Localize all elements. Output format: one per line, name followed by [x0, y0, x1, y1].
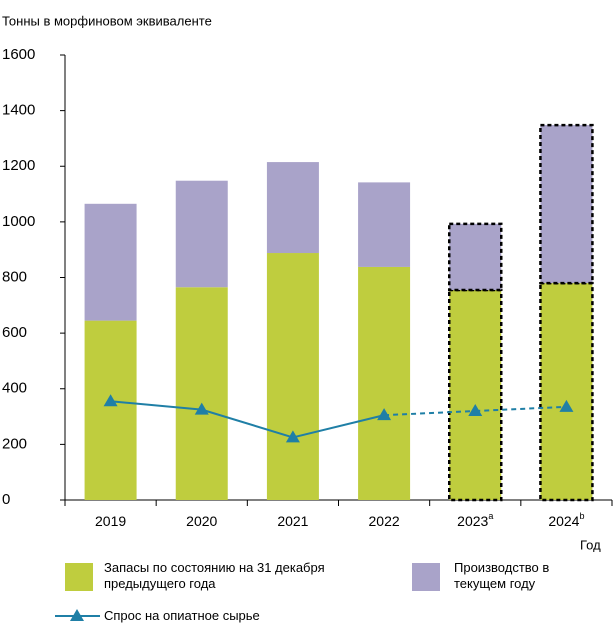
y-tick-label: 200 [2, 435, 27, 452]
line-marker [468, 404, 483, 416]
bar-segment [539, 281, 594, 502]
bar-segment [266, 162, 319, 254]
category-note: a [488, 511, 493, 521]
bar-segment [175, 180, 228, 288]
bar-segment [266, 253, 319, 500]
y-tick-label: 1400 [2, 102, 35, 119]
legend-swatch [412, 563, 440, 591]
line-marker [377, 408, 392, 421]
y-tick-label: 600 [2, 324, 27, 341]
y-tick-label: 800 [2, 268, 27, 285]
category: 2024 [548, 513, 579, 529]
y-tick-label: 1000 [2, 213, 35, 230]
x-axis-label: Год [580, 537, 601, 552]
legend-marker [70, 609, 84, 621]
bar-segment [448, 222, 503, 292]
y-tick-label: 0 [2, 491, 10, 508]
category-note: b [579, 511, 584, 521]
line-segment [292, 414, 385, 439]
y-axis-label: Тонны в морфиновом эквиваленте [2, 13, 212, 28]
category: 2021 [277, 513, 308, 529]
line-segment [201, 408, 294, 439]
line-segment [475, 405, 567, 412]
y-tick-label: 1200 [2, 157, 35, 174]
category: 2022 [369, 513, 400, 529]
category: 2020 [186, 513, 217, 529]
bar-segment [358, 182, 411, 267]
y-tick-label: 1600 [2, 46, 35, 63]
bar-segment [539, 123, 594, 285]
bar-segment [448, 288, 503, 502]
x-tick-label: 2020 [186, 513, 217, 529]
legend-label: Спрос на опиатное сырье [104, 608, 260, 623]
legend-label: Производство в текущем году [454, 560, 550, 591]
legend-label: Запасы по состоянию на 31 декабря предыд… [104, 560, 325, 591]
x-tick-label: 2019 [95, 513, 126, 529]
x-tick-label: 2022 [369, 513, 400, 529]
category: 2023 [457, 513, 488, 529]
bar-segment [175, 287, 228, 500]
bar-segment [358, 266, 411, 500]
bar-segment [84, 203, 137, 321]
line-segment [110, 400, 202, 411]
line-marker [103, 394, 118, 407]
line-marker [559, 399, 574, 412]
category: 2019 [95, 513, 126, 529]
x-tick-label: 2021 [277, 513, 308, 529]
legend-swatch [65, 563, 93, 591]
x-tick-label: 2023a [457, 511, 493, 528]
bar-segment [84, 320, 137, 500]
x-tick-label: 2024b [548, 511, 584, 528]
y-tick-label: 400 [2, 380, 27, 397]
line-segment [384, 410, 476, 417]
line-marker [285, 430, 300, 443]
line-marker [194, 402, 209, 415]
